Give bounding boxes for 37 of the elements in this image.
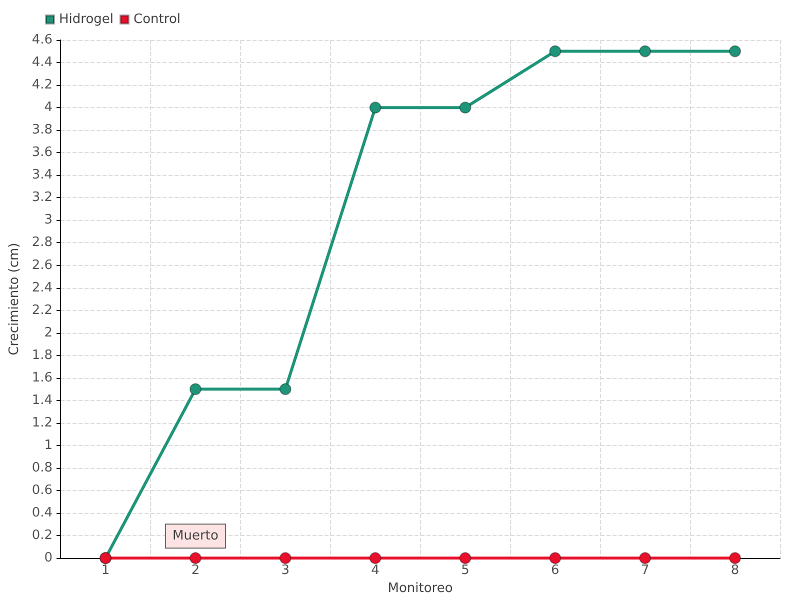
y-tick-label: 3.2 bbox=[32, 190, 53, 206]
x-axis-title: Monitoreo bbox=[388, 581, 453, 596]
x-tick-label: 7 bbox=[640, 563, 650, 578]
x-tick-label: 3 bbox=[281, 563, 290, 578]
y-tick-label: 2.8 bbox=[32, 235, 53, 250]
y-tick-label: 2 bbox=[44, 325, 53, 340]
y-tick-label: 3.6 bbox=[32, 145, 53, 160]
y-tick-label: 2.2 bbox=[32, 302, 53, 318]
y-tick-label: 0 bbox=[44, 550, 53, 566]
y-tick-label: 1.6 bbox=[32, 370, 53, 386]
y-tick-label: 1.4 bbox=[32, 392, 53, 408]
y-tick-label: 2.4 bbox=[32, 280, 53, 296]
y-tick-label: 1.2 bbox=[32, 415, 53, 430]
y-tick-label: 4 bbox=[44, 100, 53, 116]
annotation: Muerto bbox=[172, 528, 218, 544]
x-tick-label: 8 bbox=[730, 563, 740, 578]
x-tick-label: 2 bbox=[191, 563, 200, 578]
y-tick-label: 3.4 bbox=[32, 168, 53, 183]
x-tick-label: 5 bbox=[461, 563, 470, 578]
y-tick-label: 0.2 bbox=[32, 528, 53, 544]
y-tick-label: 4.4 bbox=[32, 55, 53, 70]
x-tick-label: 1 bbox=[101, 563, 110, 578]
y-tick-label: 3.8 bbox=[32, 122, 53, 138]
y-tick-label: 1.8 bbox=[32, 348, 53, 363]
legend-label: Hidrogel bbox=[59, 12, 114, 27]
legend-label: Control bbox=[134, 12, 181, 27]
y-tick-label: 1 bbox=[44, 438, 53, 453]
y-tick-label: 3 bbox=[44, 212, 53, 228]
y-tick-label: 4.6 bbox=[32, 32, 53, 48]
y-tick-label: 2.6 bbox=[32, 258, 53, 273]
y-tick-label: 4.2 bbox=[32, 78, 53, 93]
x-tick-label: 4 bbox=[371, 563, 380, 578]
x-tick-label: 6 bbox=[551, 563, 560, 578]
y-tick-label: 0.8 bbox=[32, 460, 53, 476]
y-tick-label: 0.6 bbox=[32, 483, 53, 498]
y-tick-label: 0.4 bbox=[32, 506, 53, 521]
y-axis-title: Crecimiento (cm) bbox=[7, 242, 22, 356]
